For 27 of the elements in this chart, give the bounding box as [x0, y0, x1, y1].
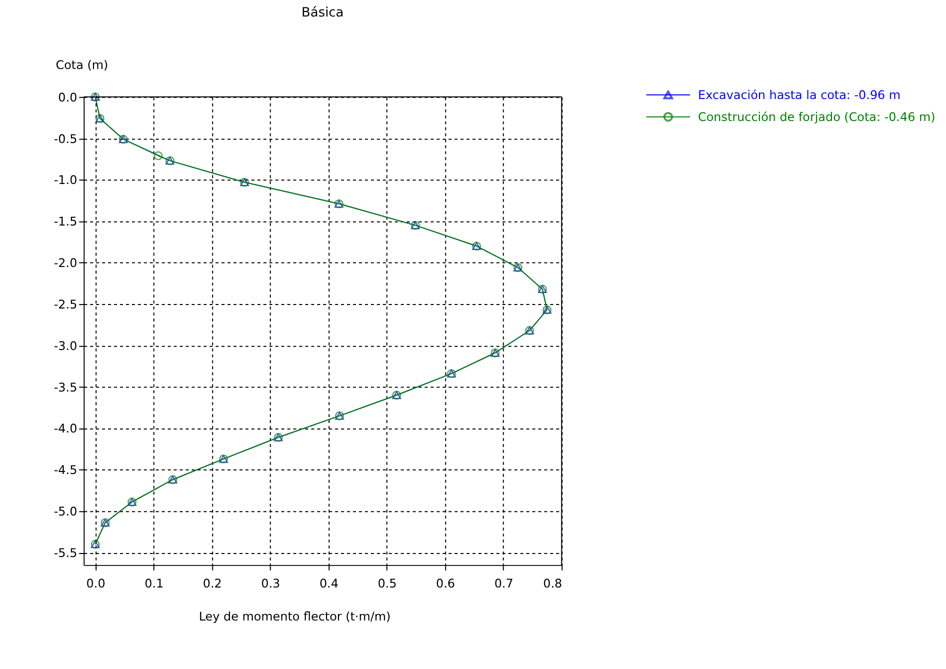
y-tick-label: -5.5	[54, 546, 78, 560]
x-axis-title: Ley de momento flector (t·m/m)	[198, 610, 391, 624]
y-tick-label: -3.0	[54, 338, 78, 353]
y-tick-label: -5.0	[54, 504, 78, 519]
y-axis-title: Cota (m)	[56, 58, 108, 72]
x-tick-label: 0.0	[86, 576, 106, 590]
x-tick-label: 0.2	[202, 576, 222, 590]
y-tick-label: 0.0	[58, 90, 78, 104]
x-tick-label: 0.1	[144, 576, 164, 590]
x-tick-label: 0.6	[436, 576, 456, 590]
chart-title: Básica	[302, 5, 344, 20]
x-tick-label: 0.4	[319, 576, 338, 590]
y-tick-label: -4.0	[54, 422, 78, 436]
y-tick-label: -2.0	[54, 256, 78, 270]
point	[154, 151, 163, 160]
x-tick-label: 0.5	[378, 576, 397, 590]
x-tick-label: 0.8	[543, 576, 562, 590]
y-tick-label: -4.5	[54, 463, 78, 478]
x-tick-label: 0.3	[261, 576, 280, 590]
legend-label: Excavación hasta la cota: -0.96 m	[698, 88, 901, 102]
y-tick-label: -3.5	[54, 380, 78, 394]
y-tick-label: -1.5	[54, 214, 78, 229]
y-tick-label: -2.5	[54, 297, 78, 312]
y-tick-label: -1.0	[54, 173, 78, 188]
legend-label: Construcción de forjado (Cota: -0.46 m)	[698, 110, 936, 124]
y-tick-label: -0.5	[54, 132, 78, 146]
x-tick-label: 0.7	[494, 576, 514, 590]
